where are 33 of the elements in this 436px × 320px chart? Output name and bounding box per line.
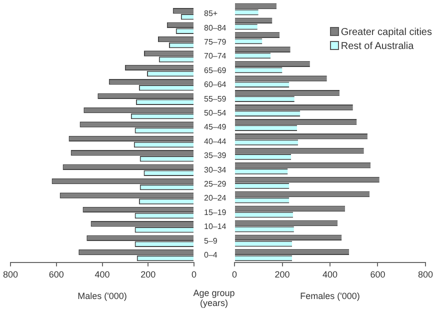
y-tick-label: 40–44 bbox=[204, 136, 227, 146]
y-tick-label: 35–39 bbox=[204, 151, 227, 160]
y-tick-label: 50–54 bbox=[204, 108, 227, 118]
y-tick-label: 80–84 bbox=[204, 23, 227, 32]
y-tick-label: 65–69 bbox=[204, 66, 227, 75]
x-tick-label: 800 bbox=[2, 269, 18, 280]
y-axis-title: Age group (years) bbox=[192, 288, 236, 308]
legend-label: Rest of Australia bbox=[340, 41, 414, 52]
x-tick-label: 600 bbox=[370, 269, 386, 280]
y-tick-label: 10–14 bbox=[204, 222, 227, 232]
x-tick-label: 200 bbox=[140, 269, 156, 280]
y-tick-label: 25–29 bbox=[204, 180, 227, 189]
y-tick-label: 5–9 bbox=[204, 236, 218, 246]
legend-label: Greater capital cities bbox=[340, 27, 432, 38]
x-tick-label: 400 bbox=[322, 269, 338, 280]
y-tick-label: 55–59 bbox=[204, 94, 227, 104]
y-tick-label: 60–64 bbox=[204, 80, 227, 90]
x-axis-title: Males ('000) bbox=[78, 291, 127, 302]
x-tick-label: 400 bbox=[94, 269, 110, 280]
y-tick-label: 45–49 bbox=[204, 122, 227, 132]
y-tick-label: 20–24 bbox=[204, 194, 227, 203]
x-tick-label: 200 bbox=[274, 269, 290, 280]
y-tick-label: 75–79 bbox=[204, 38, 227, 47]
x-tick-label: 800 bbox=[418, 269, 434, 280]
y-tick-label: 85+ bbox=[204, 9, 218, 18]
y-tick-label: 30–34 bbox=[204, 165, 227, 174]
x-axis-title: Females ('000) bbox=[300, 291, 360, 302]
y-tick-label: 70–74 bbox=[204, 52, 227, 61]
y-tick-label: 15–19 bbox=[204, 208, 227, 217]
y-tick-label: 0–4 bbox=[204, 250, 218, 260]
x-tick-label: 600 bbox=[48, 269, 64, 280]
x-tick-label: 0 bbox=[191, 269, 197, 280]
x-tick-label: 0 bbox=[232, 269, 238, 280]
